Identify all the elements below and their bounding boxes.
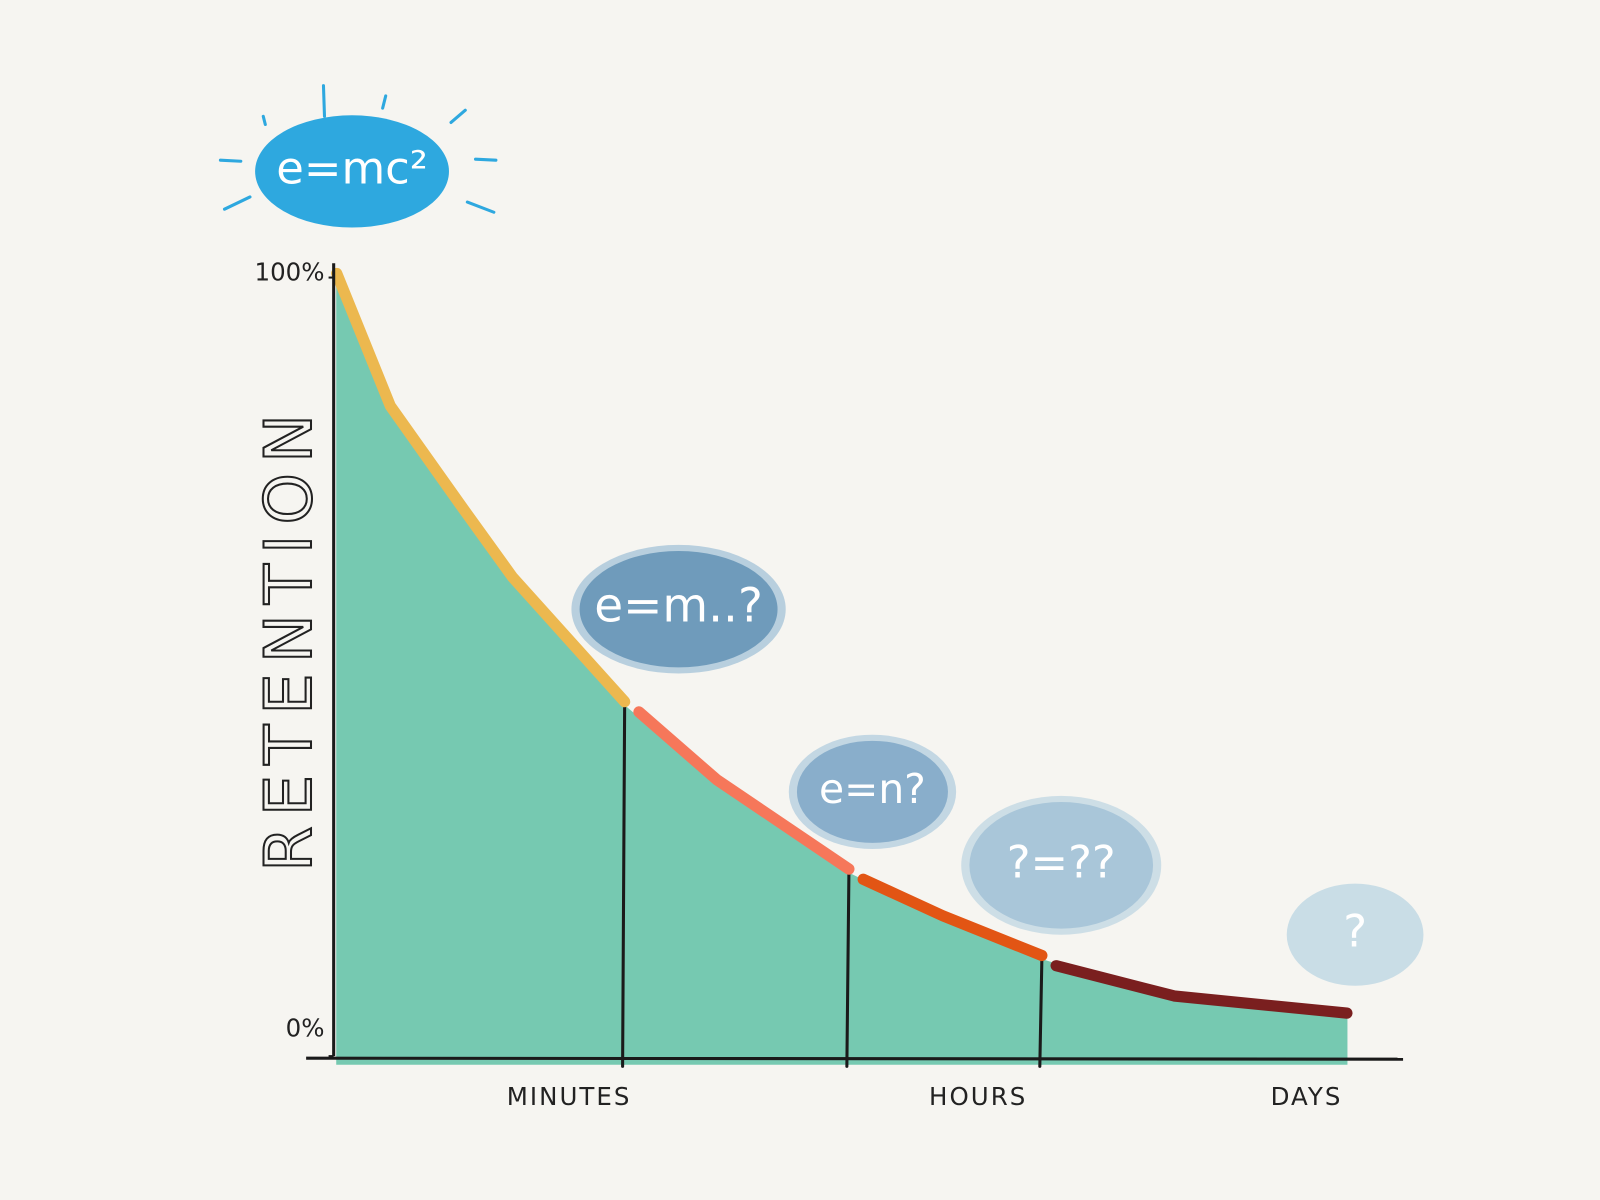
curve-segment — [331, 267, 631, 708]
x-tick-label: DAYS — [1271, 1082, 1343, 1111]
thought-bubble — [796, 740, 948, 843]
divider — [845, 871, 851, 1068]
x-tick-label: MINUTES — [507, 1082, 632, 1111]
thought-bubble — [969, 802, 1154, 929]
divider — [1038, 958, 1044, 1068]
thought-bubble — [579, 551, 778, 668]
curve-segment — [857, 873, 1048, 962]
y-tick-label: 100% — [255, 257, 325, 286]
divider — [621, 704, 627, 1068]
bubble-text: ?=?? — [1007, 835, 1116, 888]
curve-segment — [1050, 960, 1353, 1019]
y-axis-label: RETENTION — [251, 404, 327, 872]
bubble-text: ? — [1343, 905, 1367, 958]
sun-rays — [218, 84, 498, 214]
area — [336, 277, 626, 1065]
bubble-text: e=m..? — [594, 579, 763, 634]
x-axis — [306, 1056, 1404, 1061]
bubble-text: e=mc² — [276, 141, 428, 194]
thought-bubble — [1286, 883, 1424, 986]
bubble-text: e=n? — [819, 765, 926, 813]
thought-bubble — [255, 115, 449, 228]
y-tick-label: 0% — [286, 1014, 325, 1043]
x-tick-label: HOURS — [929, 1082, 1027, 1111]
curve-segment — [633, 706, 855, 875]
